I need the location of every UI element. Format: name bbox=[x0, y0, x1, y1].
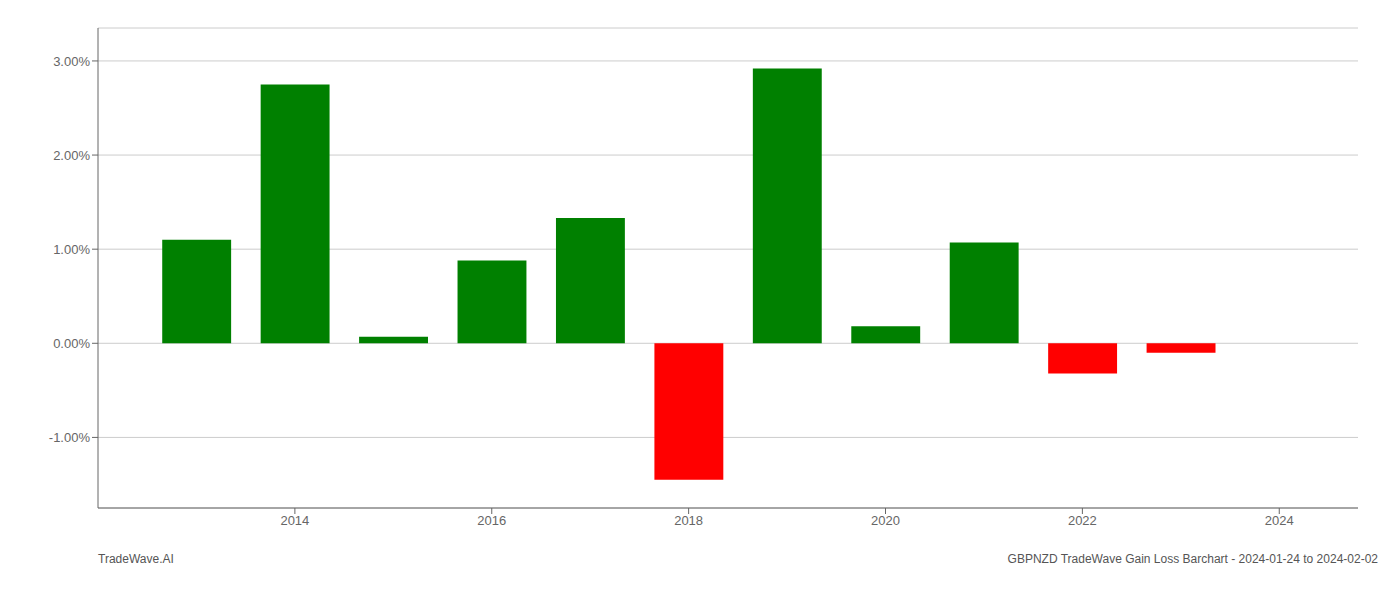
svg-text:0.00%: 0.00% bbox=[53, 336, 90, 351]
html-text:GBPNZD TradeWave Gain Loss Bar: GBPNZD TradeWave Gain Loss Barchart - 20… bbox=[1007, 552, 1378, 566]
svg-text:1.00%: 1.00% bbox=[53, 242, 90, 257]
svg-text:3.00%: 3.00% bbox=[53, 54, 90, 69]
svg-text:2018: 2018 bbox=[674, 513, 703, 528]
svg-text:2024: 2024 bbox=[1265, 513, 1294, 528]
svg-text:2016: 2016 bbox=[477, 513, 506, 528]
svg-text:2.00%: 2.00% bbox=[53, 148, 90, 163]
html-text:TradeWave.AI: TradeWave.AI bbox=[98, 552, 174, 566]
svg-text:2020: 2020 bbox=[871, 513, 900, 528]
svg-text:2022: 2022 bbox=[1068, 513, 1097, 528]
svg-text:2014: 2014 bbox=[280, 513, 309, 528]
svg-text:-1.00%: -1.00% bbox=[49, 430, 91, 445]
